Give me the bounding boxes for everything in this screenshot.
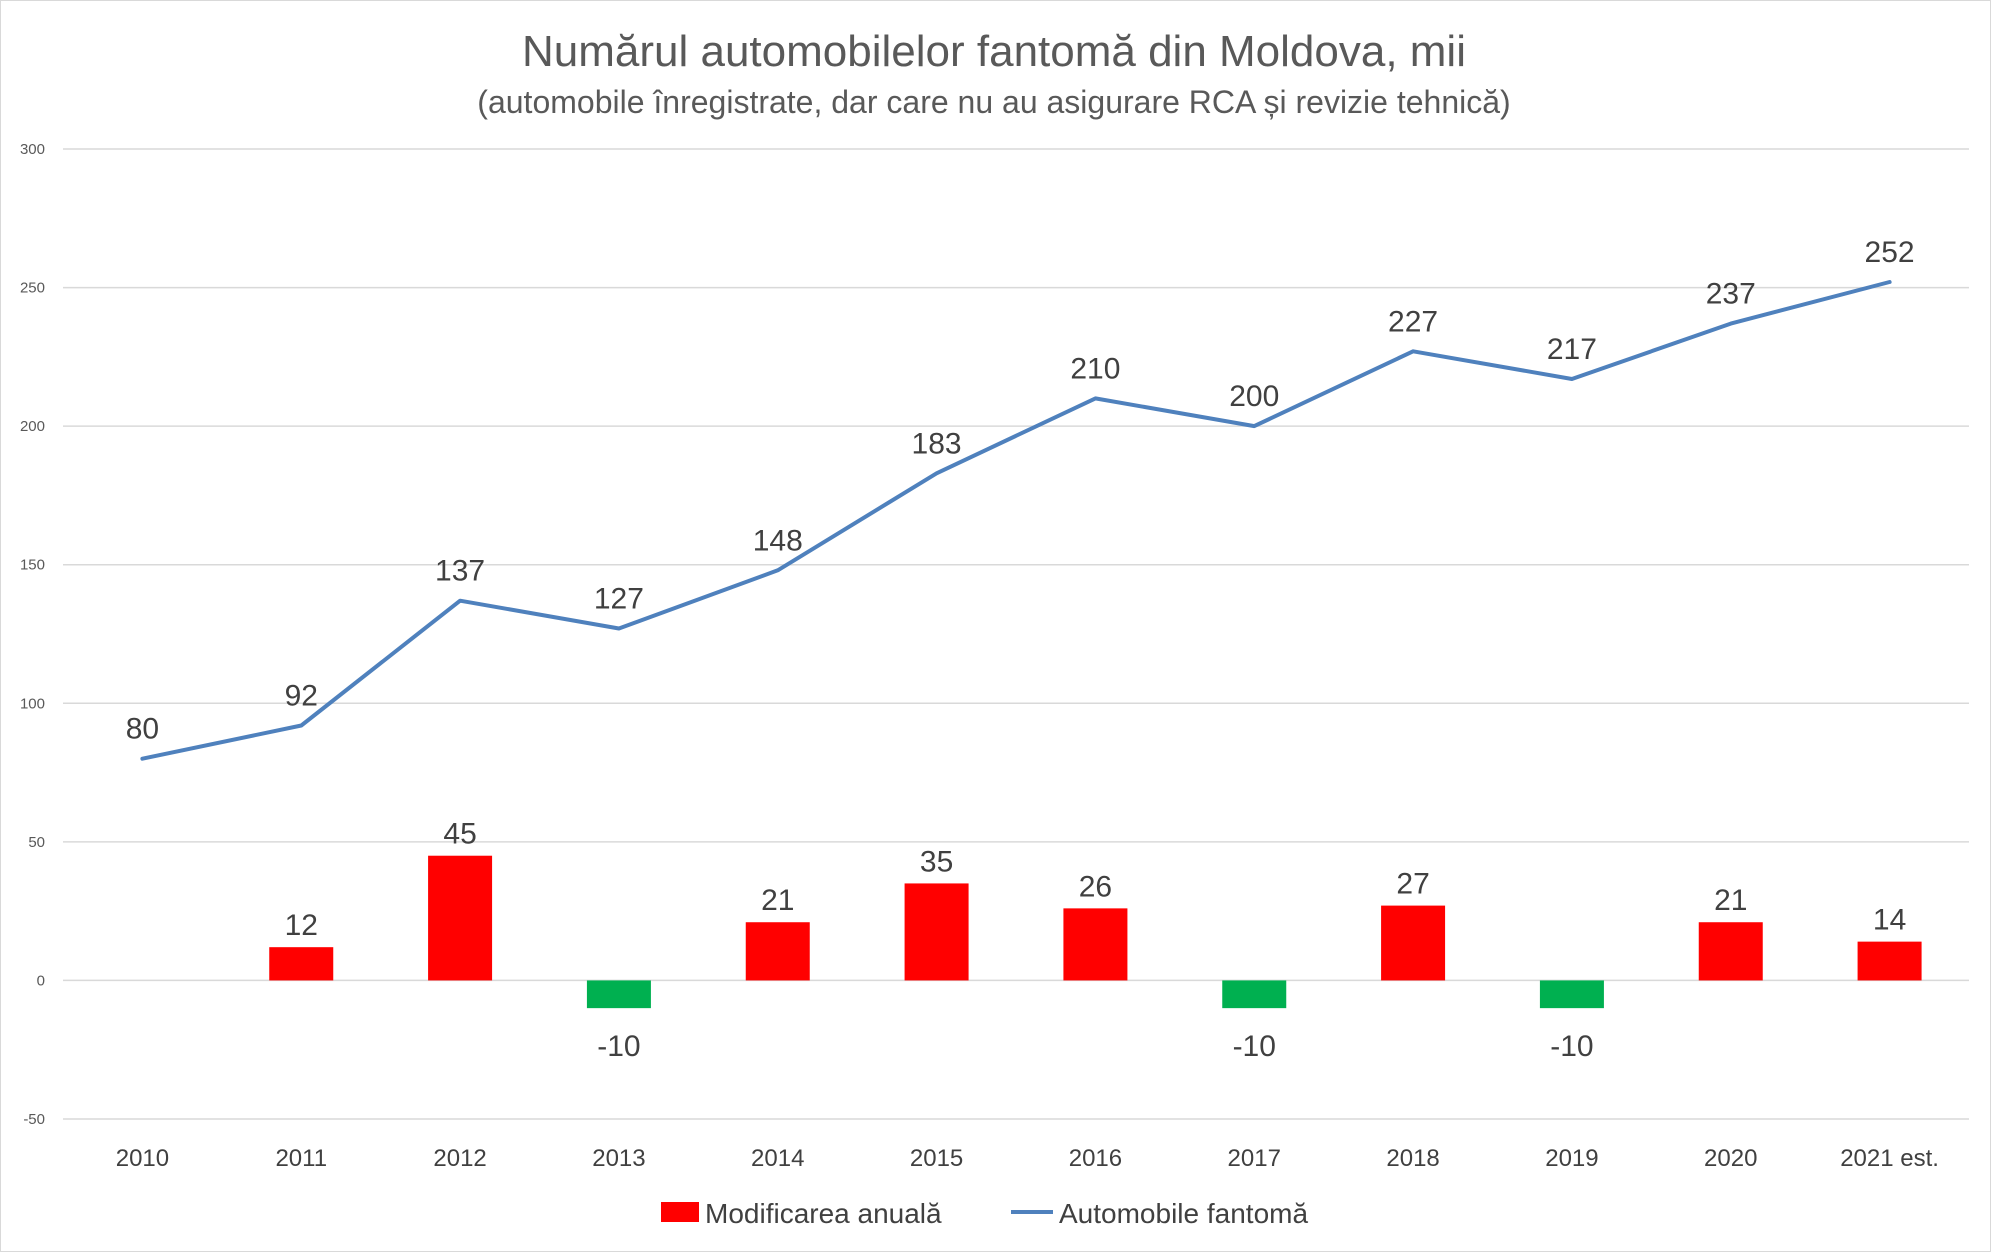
line-path (140, 280, 1892, 761)
line-data-label: 127 (594, 582, 644, 615)
y-tick-label: 200 (20, 418, 45, 435)
y-tick-label: 0 (37, 972, 45, 989)
bar-data-label: 45 (443, 818, 476, 851)
x-tick-label: 2011 (275, 1145, 327, 1172)
bar-data-label: 35 (920, 845, 953, 878)
x-tick-label: 2010 (116, 1145, 169, 1172)
y-axis-ticks: 300 250 200 150 100 50 0 -50 (20, 141, 45, 1128)
x-tick-label: 2013 (592, 1145, 645, 1172)
bar (1222, 980, 1287, 1009)
gridlines (63, 148, 1969, 1120)
chart-subtitle: (automobile înregistrate, dar care nu au… (477, 84, 1510, 120)
line-data-label: 200 (1229, 380, 1279, 413)
bar (745, 922, 810, 981)
bar (428, 855, 493, 981)
legend: Modificarea anuală Automobile fantomă (661, 1198, 1308, 1229)
x-tick-label: 2021 est. (1840, 1145, 1939, 1172)
bar-data-label: 21 (761, 884, 794, 917)
y-tick-label: 50 (28, 834, 45, 851)
x-tick-label: 2020 (1704, 1145, 1757, 1172)
y-tick-label: 250 (20, 280, 45, 297)
line-data-label: 252 (1865, 236, 1915, 269)
y-tick-label: 100 (20, 695, 45, 712)
bar-data-label: 14 (1873, 904, 1906, 937)
legend-swatch-bar (661, 1202, 699, 1222)
bar (1539, 980, 1604, 1009)
x-tick-label: 2012 (433, 1145, 486, 1172)
y-tick-label: 150 (20, 557, 45, 574)
line-data-label: 183 (912, 427, 962, 460)
bar-data-label: -10 (1550, 1030, 1593, 1063)
x-tick-label: 2018 (1386, 1145, 1439, 1172)
legend-label-bar: Modificarea anuală (705, 1198, 942, 1229)
line-data-label: 80 (126, 713, 159, 746)
x-tick-label: 2015 (910, 1145, 963, 1172)
bar (1063, 908, 1128, 981)
legend-label-line: Automobile fantomă (1059, 1198, 1308, 1229)
line-data-label: 148 (753, 524, 803, 557)
y-tick-label: 300 (20, 141, 45, 158)
y-tick-label: -50 (23, 1111, 45, 1128)
line-series (140, 280, 1892, 761)
bar-data-label: 21 (1714, 884, 1747, 917)
bar (1698, 922, 1763, 981)
line-data-label: 92 (285, 679, 318, 712)
line-data-label: 210 (1070, 352, 1120, 385)
line-data-label: 137 (435, 555, 485, 588)
x-tick-label: 2014 (751, 1145, 804, 1172)
x-tick-label: 2016 (1069, 1145, 1122, 1172)
data-labels: 12 45 -10 21 35 26 -10 27 -10 21 14 80 92 137 127 148 18… (126, 236, 1915, 1063)
bar-data-label: 12 (285, 909, 318, 942)
x-tick-label: 2017 (1228, 1145, 1281, 1172)
bar-series (269, 855, 1922, 1009)
bar-data-label: 27 (1396, 868, 1429, 901)
bar (1857, 941, 1922, 981)
bar (269, 947, 334, 981)
bar-data-label: -10 (1233, 1030, 1276, 1063)
line-data-label: 227 (1388, 305, 1438, 338)
bar-data-label: -10 (597, 1030, 640, 1063)
bar (586, 980, 651, 1009)
x-axis-ticks: 2010 2011 2012 2013 2014 2015 2016 2017 2018 2019… (116, 1145, 1939, 1172)
chart-title: Numărul automobilelor fantomă din Moldov… (522, 27, 1466, 76)
bar-data-label: 26 (1079, 870, 1112, 903)
bar (1381, 905, 1446, 981)
line-data-label: 237 (1706, 278, 1756, 311)
bar (904, 883, 969, 981)
x-tick-label: 2019 (1545, 1145, 1598, 1172)
line-data-label: 217 (1547, 333, 1597, 366)
